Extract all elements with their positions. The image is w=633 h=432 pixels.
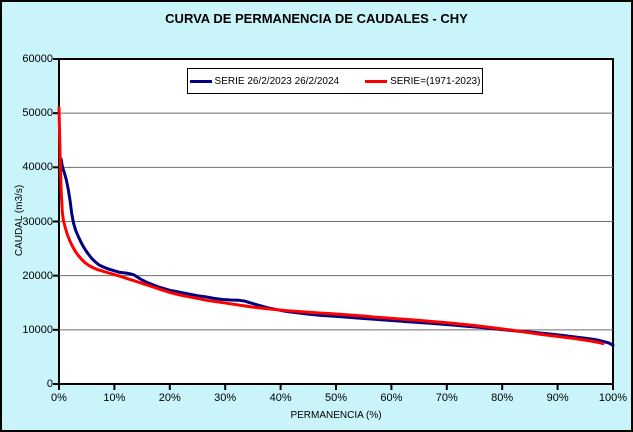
series-line-1971-2023 bbox=[57, 106, 605, 346]
y-tick-label: 40000 bbox=[22, 161, 53, 174]
x-tick-label: 60% bbox=[380, 392, 403, 404]
y-tick-label: 60000 bbox=[22, 53, 53, 65]
legend-line-swatch-blue bbox=[189, 79, 212, 83]
legend-label: SERIE=(1971-2023) bbox=[390, 75, 481, 87]
legend-box: SERIE 26/2/2023 26/2/2024 SERIE=(1971-20… bbox=[187, 68, 483, 94]
x-tick-label: 20% bbox=[158, 392, 181, 404]
x-tick-label: 50% bbox=[324, 392, 348, 404]
y-tick-label: 10000 bbox=[22, 323, 53, 336]
x-tick-label: 100% bbox=[598, 392, 628, 404]
chart-title: CURVA DE PERMANENCIA DE CAUDALES - CHY bbox=[165, 11, 468, 26]
y-axis-title: CAUDAL (m3/s) bbox=[14, 184, 25, 257]
x-tick-label: 30% bbox=[214, 392, 237, 404]
y-tick-label: 50000 bbox=[22, 107, 53, 120]
legend-entry-serie-1971-2023: SERIE=(1971-2023) bbox=[365, 76, 480, 87]
y-tick-label: 20000 bbox=[22, 269, 53, 282]
x-tick-label: 10% bbox=[103, 392, 126, 404]
legend-label: SERIE 26/2/2023 26/2/2024 bbox=[214, 75, 340, 87]
x-tick-label: 40% bbox=[269, 392, 292, 404]
legend-entry-serie-2023-2024: SERIE 26/2/2023 26/2/2024 bbox=[189, 75, 340, 87]
y-tick-label: 0 bbox=[46, 378, 53, 390]
x-tick-label: 80% bbox=[491, 392, 514, 404]
x-tick-label: 70% bbox=[435, 392, 458, 404]
x-tick-label: 90% bbox=[546, 392, 569, 404]
y-tick-label: 30000 bbox=[22, 215, 53, 228]
x-axis-title: PERMANENCIA (%) bbox=[290, 410, 382, 421]
x-tick-label: 0% bbox=[51, 392, 67, 404]
legend-line-swatch-red bbox=[365, 79, 388, 83]
